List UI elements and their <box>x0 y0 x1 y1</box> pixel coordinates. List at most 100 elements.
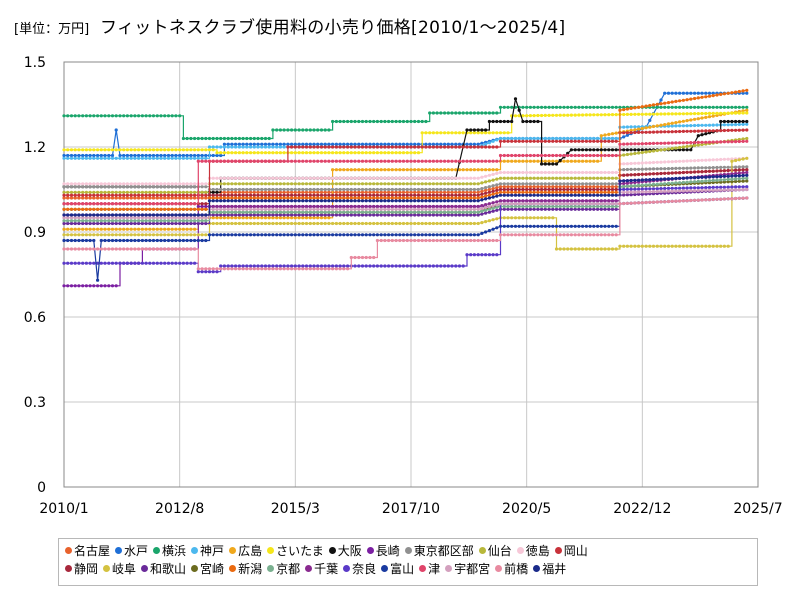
data-point <box>304 199 309 203</box>
data-point <box>84 238 88 243</box>
data-point <box>390 238 394 243</box>
data-point <box>334 207 338 211</box>
data-point <box>457 142 462 146</box>
data-point <box>249 207 253 211</box>
data-point <box>260 207 264 211</box>
data-point <box>707 105 712 109</box>
data-point <box>618 142 622 146</box>
data-point <box>506 176 510 180</box>
data-point <box>629 190 633 194</box>
data-point <box>457 204 462 209</box>
legend-item: 千葉 <box>305 560 338 578</box>
data-point <box>107 148 111 152</box>
data-point <box>207 148 212 152</box>
data-point <box>368 199 372 203</box>
data-point <box>491 192 495 196</box>
data-point <box>689 189 693 193</box>
data-point <box>319 216 324 220</box>
data-point <box>670 166 674 171</box>
data-point <box>734 90 738 94</box>
data-point <box>510 193 514 197</box>
data-point <box>346 210 350 214</box>
data-point <box>528 190 533 194</box>
data-point <box>592 105 596 109</box>
data-point <box>547 193 551 197</box>
data-point <box>521 207 525 211</box>
data-point <box>256 159 260 163</box>
data-point <box>700 133 704 137</box>
data-point <box>734 188 738 192</box>
data-point <box>577 113 581 117</box>
data-point <box>282 216 286 220</box>
data-point <box>745 139 749 143</box>
data-point <box>592 148 596 152</box>
data-point <box>566 193 570 197</box>
data-point <box>558 182 562 186</box>
data-point <box>476 187 480 192</box>
data-point <box>498 153 503 158</box>
data-point <box>133 148 137 152</box>
data-point <box>734 140 738 144</box>
data-point <box>290 210 294 214</box>
data-point <box>387 159 391 163</box>
data-point <box>77 233 81 237</box>
data-point <box>640 150 644 155</box>
data-point <box>110 261 115 265</box>
data-point <box>215 213 219 217</box>
data-point <box>715 244 719 248</box>
data-point <box>107 284 111 288</box>
data-point <box>293 264 297 268</box>
data-point <box>189 185 193 189</box>
data-point <box>528 176 533 180</box>
data-point <box>193 227 197 231</box>
data-point <box>629 125 633 129</box>
data-point <box>648 167 652 171</box>
data-point <box>204 238 208 243</box>
data-point <box>178 156 182 160</box>
data-point <box>323 221 327 226</box>
data-point <box>357 176 361 180</box>
data-point <box>230 187 234 192</box>
data-point <box>484 211 488 215</box>
data-point <box>446 221 450 226</box>
data-point <box>435 190 439 194</box>
data-point <box>278 159 282 163</box>
data-point <box>316 142 320 146</box>
data-point <box>353 255 357 260</box>
data-point <box>241 210 245 214</box>
data-point <box>741 109 745 113</box>
data-point <box>290 267 294 271</box>
data-point <box>528 233 533 237</box>
data-point <box>693 140 697 145</box>
data-point <box>536 105 540 109</box>
data-point <box>420 176 424 180</box>
data-point <box>267 182 271 186</box>
data-point <box>327 204 331 209</box>
legend-marker <box>229 565 237 572</box>
data-point <box>331 213 335 217</box>
data-point <box>745 168 749 172</box>
data-point <box>465 168 469 172</box>
data-point <box>151 261 156 265</box>
data-point <box>118 221 122 226</box>
data-point <box>96 182 100 186</box>
data-point <box>737 174 741 178</box>
data-point <box>443 159 447 163</box>
data-point <box>200 148 204 152</box>
data-point <box>181 136 185 141</box>
data-point <box>558 190 562 194</box>
data-point <box>577 136 581 141</box>
data-point <box>88 182 92 186</box>
data-point <box>379 190 383 194</box>
data-point <box>719 140 723 144</box>
data-point <box>204 216 208 220</box>
y-tick-label: 0.3 <box>24 395 46 411</box>
data-point <box>163 202 167 206</box>
data-point <box>495 205 499 209</box>
data-point <box>219 267 223 271</box>
data-point <box>256 213 260 217</box>
data-point <box>110 238 115 243</box>
data-point <box>140 219 144 223</box>
data-point <box>245 267 249 271</box>
data-point <box>66 216 70 220</box>
